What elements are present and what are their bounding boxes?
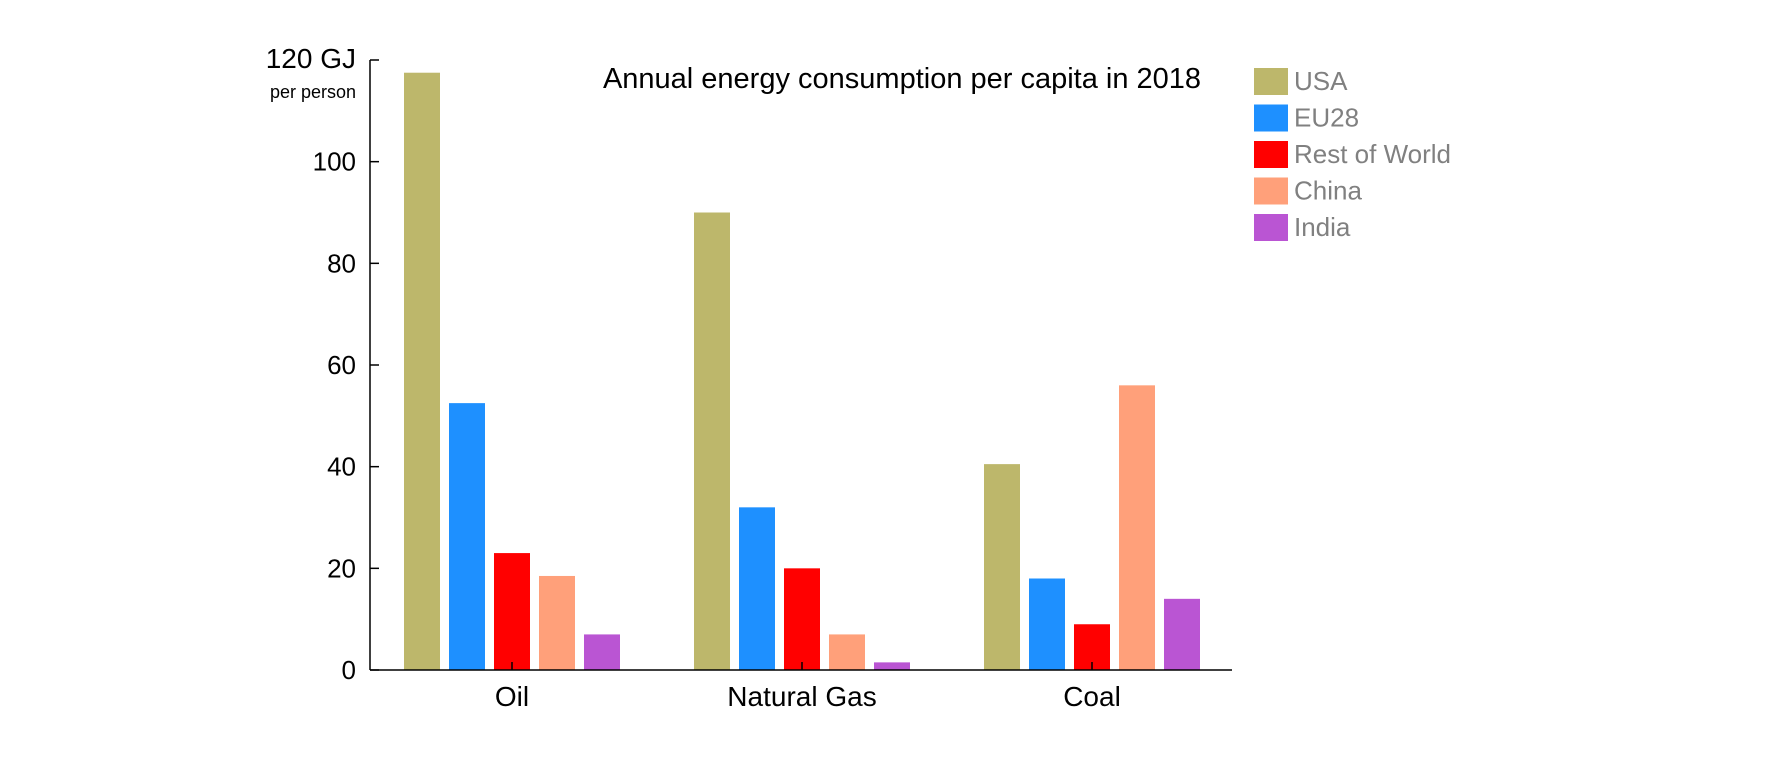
x-category-label: Oil xyxy=(495,681,529,712)
legend-label: India xyxy=(1294,212,1351,242)
bar-eu28-coal xyxy=(1029,578,1065,670)
bar-rest-of-world-natural-gas xyxy=(784,568,820,670)
bar-india-oil xyxy=(584,634,620,670)
bar-india-coal xyxy=(1164,598,1200,670)
legend-swatch xyxy=(1254,141,1288,168)
legend-label: Rest of World xyxy=(1294,139,1451,169)
bar-usa-oil xyxy=(404,72,440,671)
y-tick-label: 60 xyxy=(327,350,356,380)
bar-china-coal xyxy=(1119,385,1155,670)
legend-swatch xyxy=(1254,104,1288,132)
y-tick-label: 80 xyxy=(327,248,356,278)
x-category-label: Natural Gas xyxy=(727,681,876,712)
bar-china-natural-gas xyxy=(829,634,865,670)
bar-usa-natural-gas xyxy=(694,212,730,670)
bar-eu28-oil xyxy=(449,403,485,670)
y-ticks-group: 0 20 40 60 80 100 xyxy=(313,59,379,685)
legend-swatch xyxy=(1254,214,1288,241)
legend-label: EU28 xyxy=(1294,103,1359,133)
chart-title: Annual energy consumption per capita in … xyxy=(603,63,1201,95)
y-axis-top-tick-label: 120 GJ xyxy=(266,43,356,74)
y-tick-label: 0 xyxy=(342,655,356,685)
legend-swatch xyxy=(1254,177,1288,205)
y-tick-label: 20 xyxy=(327,553,356,583)
bar-rest-of-world-oil xyxy=(494,553,530,670)
y-tick-label: 40 xyxy=(327,452,356,482)
legend: USA EU28 Rest of World China India xyxy=(1254,66,1451,242)
y-tick-label: 100 xyxy=(313,147,356,177)
bar-china-oil xyxy=(539,575,575,670)
bar-india-natural-gas xyxy=(874,662,910,670)
legend-swatch xyxy=(1254,68,1288,95)
x-categories-group: Oil Natural Gas Coal xyxy=(495,662,1121,712)
bar-usa-coal xyxy=(984,464,1020,670)
bar-eu28-natural-gas xyxy=(739,507,775,670)
legend-label: China xyxy=(1294,176,1362,206)
y-axis-unit-sublabel: per person xyxy=(270,82,356,102)
x-category-label: Coal xyxy=(1063,681,1121,712)
legend-label: USA xyxy=(1294,66,1348,96)
bars-group xyxy=(404,72,1200,671)
